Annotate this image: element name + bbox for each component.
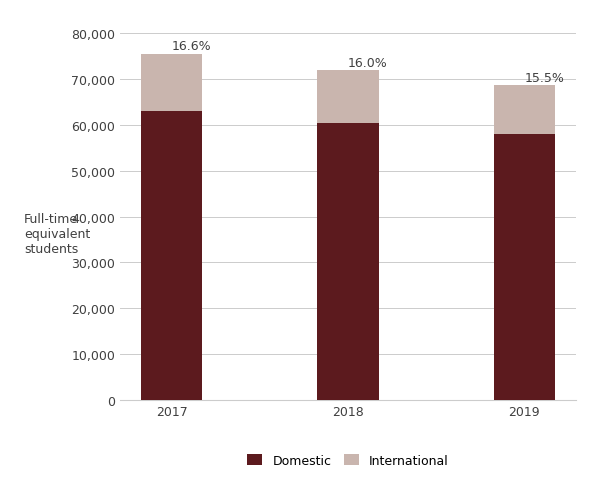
Bar bbox=[317, 123, 379, 400]
Text: 16.0%: 16.0% bbox=[348, 57, 388, 69]
Bar bbox=[141, 112, 202, 400]
Text: 16.6%: 16.6% bbox=[172, 41, 211, 53]
Legend: Domestic, International: Domestic, International bbox=[244, 450, 452, 471]
Bar bbox=[317, 71, 379, 123]
Bar bbox=[494, 86, 555, 135]
Text: Full-time
equivalent
students: Full-time equivalent students bbox=[24, 213, 90, 256]
Bar bbox=[494, 135, 555, 400]
Text: 15.5%: 15.5% bbox=[524, 72, 564, 85]
Bar bbox=[141, 55, 202, 112]
